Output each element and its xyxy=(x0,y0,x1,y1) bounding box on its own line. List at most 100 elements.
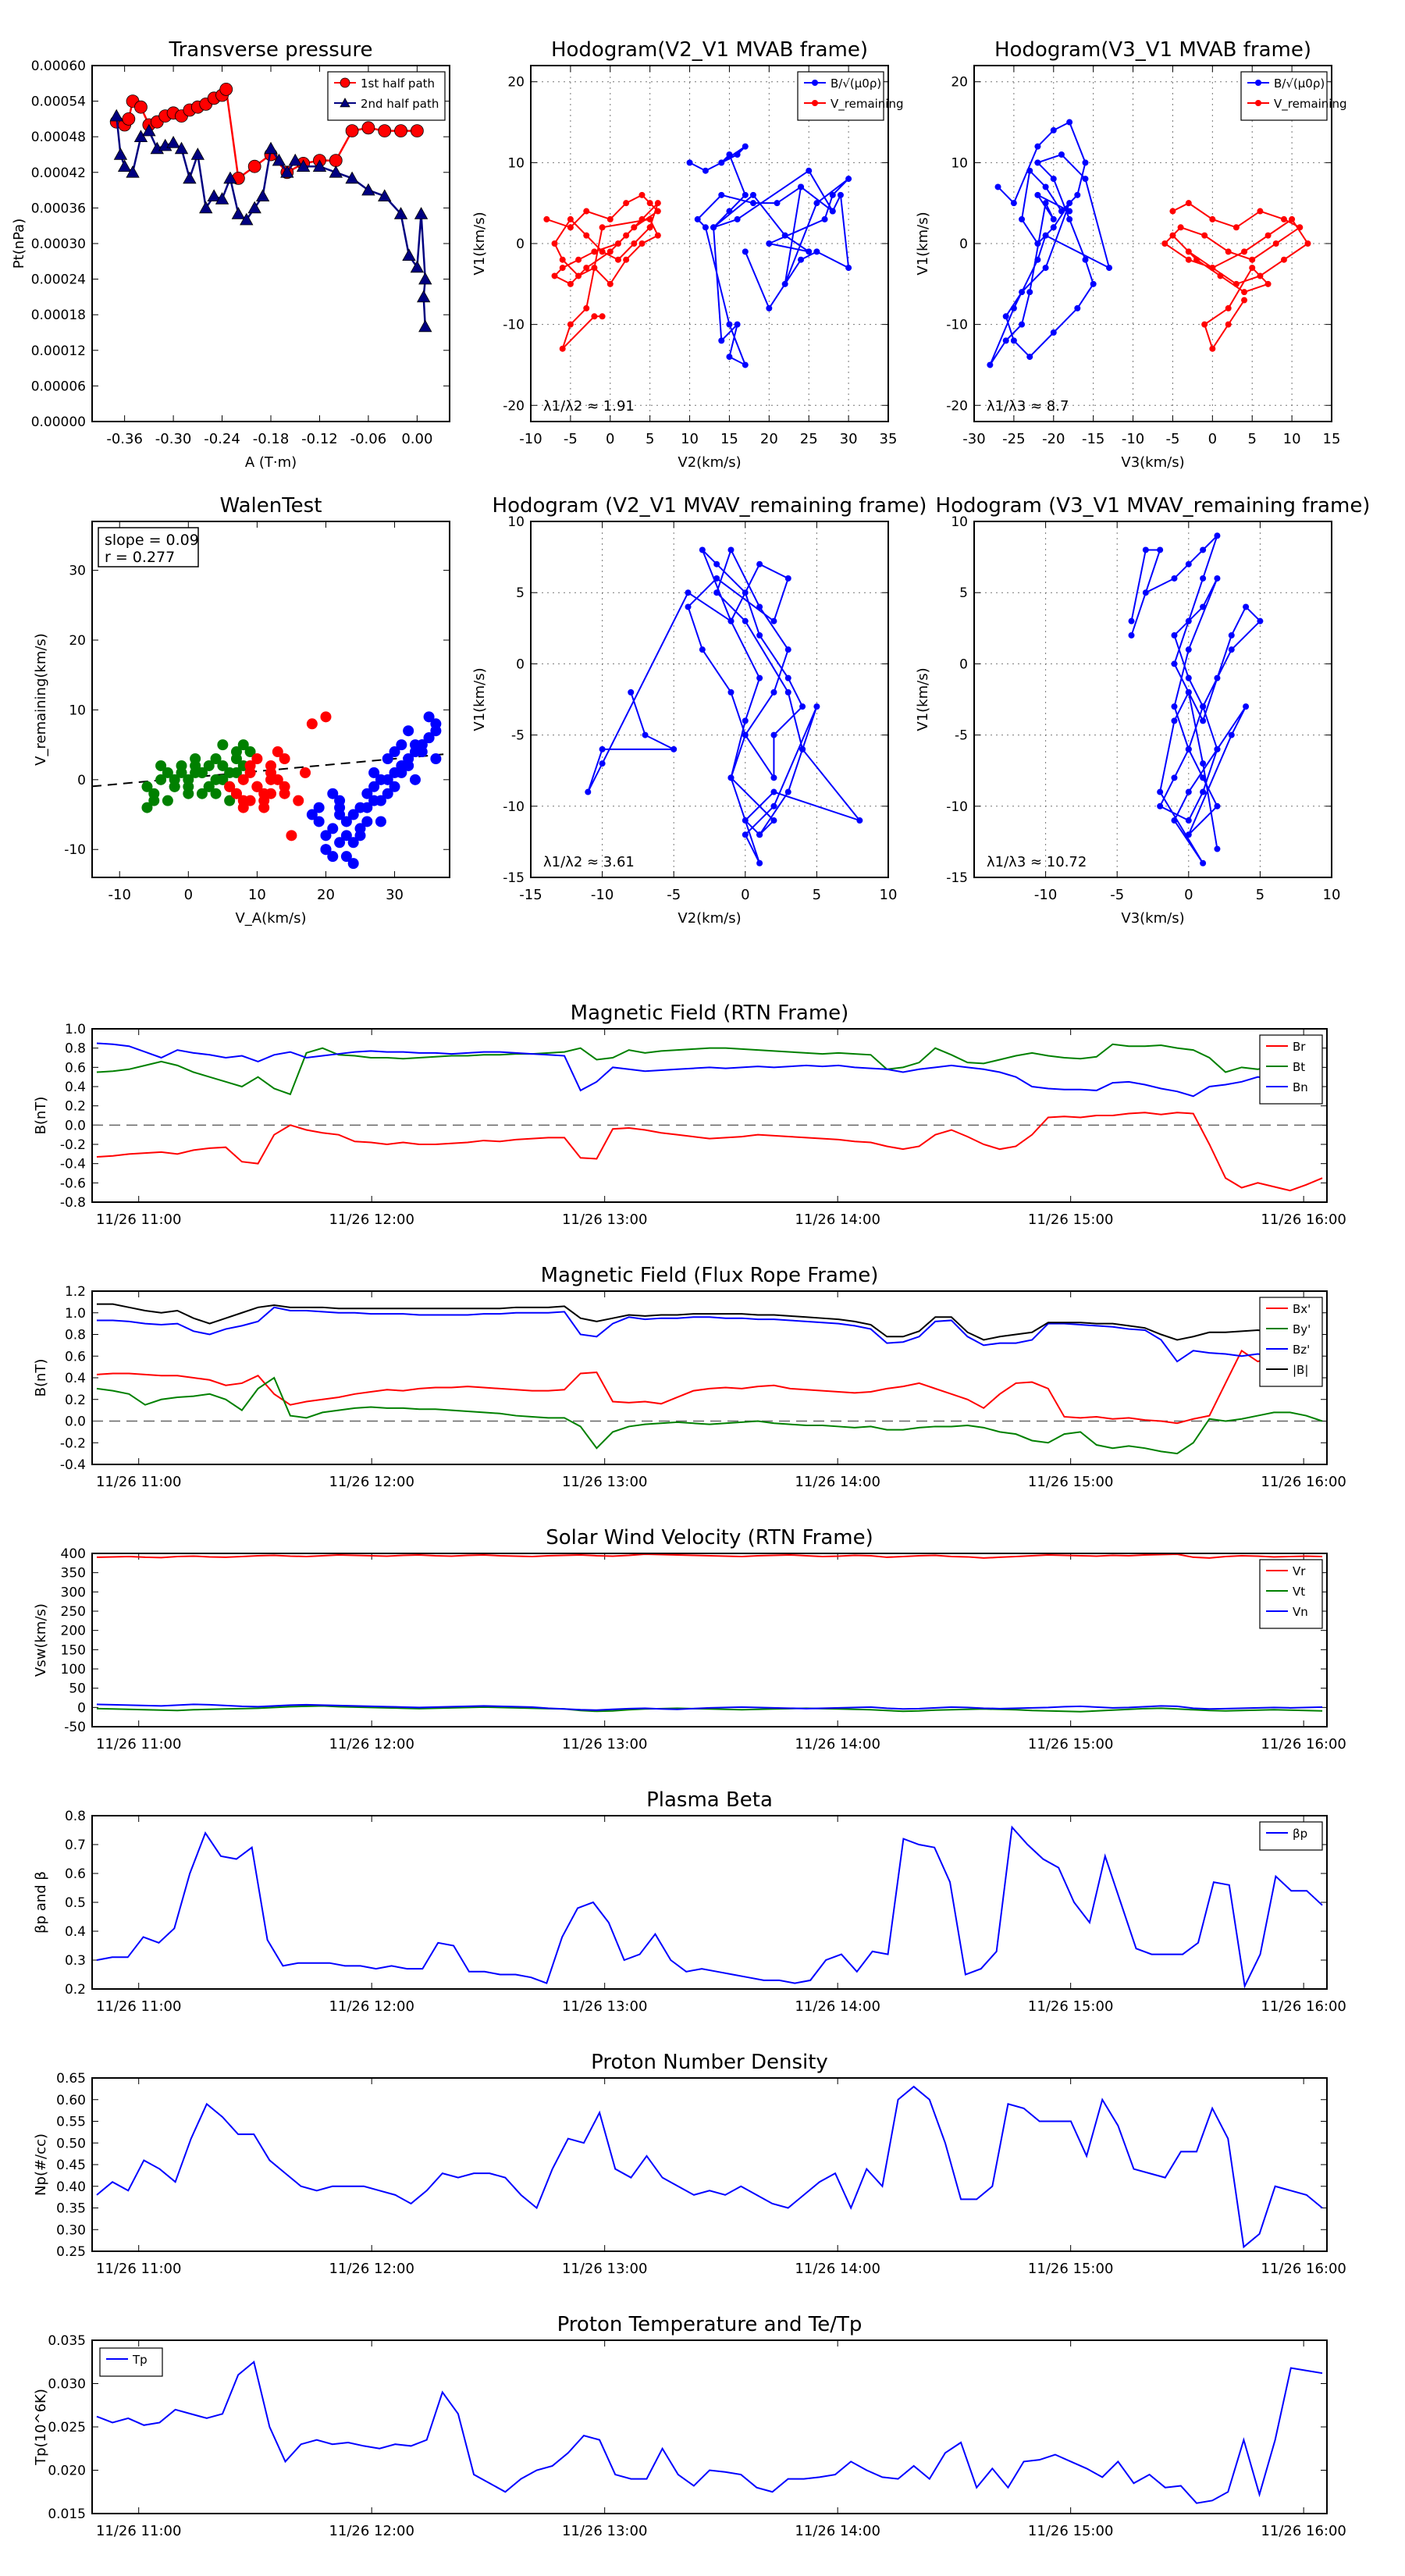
data-point xyxy=(559,256,566,263)
y-tick-label: 10 xyxy=(951,155,968,171)
data-point xyxy=(638,240,646,247)
data-point xyxy=(713,589,720,596)
series-B/√(μ0ρ) xyxy=(686,143,852,368)
data-point xyxy=(1185,560,1192,568)
data-point xyxy=(606,248,614,255)
y-tick-label: 0.7 xyxy=(65,1838,86,1853)
plot-content xyxy=(92,711,450,870)
legend-marker xyxy=(1255,100,1261,106)
data-point xyxy=(1171,660,1178,667)
chart-tp: Proton Temperature and Te/Tp 11/26 11:00 1… xyxy=(33,2313,1346,2539)
data-point xyxy=(583,208,590,215)
y-tick-label: 0.4 xyxy=(65,1080,86,1095)
data-point xyxy=(1171,632,1178,639)
data-point xyxy=(264,141,278,155)
data-point xyxy=(734,151,741,158)
data-point xyxy=(251,781,263,792)
x-tick-label: 11/26 14:00 xyxy=(795,1736,880,1752)
data-point xyxy=(699,646,706,653)
data-point xyxy=(207,189,221,202)
data-point xyxy=(742,717,749,724)
data-point xyxy=(217,739,229,751)
data-point xyxy=(734,321,741,328)
legend-item: Bt xyxy=(1266,1060,1305,1074)
plot-content xyxy=(96,1303,1323,1455)
data-point xyxy=(286,830,297,841)
legend-label: Tp xyxy=(132,2353,148,2367)
series-Bt xyxy=(96,1043,1323,1096)
data-point xyxy=(585,788,592,795)
data-point xyxy=(726,354,733,361)
y-tick-label: 0 xyxy=(516,237,525,252)
data-point xyxy=(1082,176,1089,183)
data-point xyxy=(1128,617,1135,624)
data-point xyxy=(742,731,749,738)
x-tick-label: -10 xyxy=(1034,887,1057,903)
plot-content xyxy=(96,1825,1323,1989)
data-point xyxy=(1257,272,1264,279)
legend-label: 1st half path xyxy=(361,76,435,91)
data-point xyxy=(1050,126,1057,133)
data-point xyxy=(631,224,638,231)
data-point xyxy=(742,248,749,255)
data-point xyxy=(389,746,400,758)
data-point xyxy=(1034,240,1041,247)
y-tick-label: 30 xyxy=(69,564,86,579)
legend-item: V_remaining xyxy=(804,97,904,112)
y-tick-label: 0.00000 xyxy=(31,415,86,430)
plot-area xyxy=(92,1553,1327,1727)
data-point xyxy=(340,816,352,827)
data-point xyxy=(217,760,229,771)
plot-area xyxy=(92,2078,1327,2251)
y-tick-label: -10 xyxy=(946,799,968,815)
data-point xyxy=(599,745,606,753)
data-point xyxy=(1185,617,1192,624)
data-point xyxy=(1243,603,1250,610)
data-point xyxy=(1106,265,1113,272)
data-point xyxy=(1200,859,1207,866)
data-point xyxy=(334,795,346,806)
y-tick-label: 0.40 xyxy=(56,2179,86,2195)
data-point xyxy=(770,774,777,781)
x-tick-label: 11/26 16:00 xyxy=(1261,2261,1346,2277)
y-tick-label: 0.8 xyxy=(65,1809,86,1824)
y-tick-label: 0.25 xyxy=(56,2244,86,2260)
data-point xyxy=(1010,337,1017,344)
series-line xyxy=(96,1112,1323,1192)
data-point xyxy=(1050,329,1057,336)
data-point xyxy=(1019,321,1026,328)
data-point xyxy=(784,646,791,653)
x-tick-label: 20 xyxy=(317,887,335,903)
data-point xyxy=(646,215,653,222)
chart-title: Hodogram(V3_V1 MVAB frame) xyxy=(994,38,1311,62)
data-point xyxy=(230,788,242,799)
data-point xyxy=(1214,845,1221,852)
y-tick-label: -0.4 xyxy=(60,1457,86,1473)
data-point xyxy=(1002,313,1009,320)
data-point xyxy=(1264,280,1272,287)
data-point xyxy=(742,143,749,150)
legend-item: Vr xyxy=(1266,1564,1306,1578)
data-point xyxy=(1214,745,1221,753)
y-tick-label: -0.4 xyxy=(60,1157,86,1172)
data-point xyxy=(1200,575,1207,582)
data-point xyxy=(1257,617,1264,624)
x-tick-label: 11/26 16:00 xyxy=(1261,1474,1346,1490)
y-tick-label: 0.0 xyxy=(65,1118,86,1133)
data-point xyxy=(190,760,201,771)
data-point xyxy=(1026,354,1033,361)
data-point xyxy=(1074,191,1081,198)
data-point xyxy=(770,817,777,824)
data-point xyxy=(196,767,208,778)
data-point xyxy=(1185,831,1192,838)
y-tick-label: 5 xyxy=(516,585,525,601)
y-tick-label: 350 xyxy=(61,1566,86,1582)
x-tick-label: -0.12 xyxy=(301,431,338,447)
y-tick-label: 0.00030 xyxy=(31,237,86,252)
data-point xyxy=(375,774,386,785)
data-point xyxy=(756,674,763,681)
data-point xyxy=(423,711,435,723)
y-axis-label: Tp(10^6K) xyxy=(33,2389,49,2466)
annotation-frame xyxy=(98,527,199,568)
